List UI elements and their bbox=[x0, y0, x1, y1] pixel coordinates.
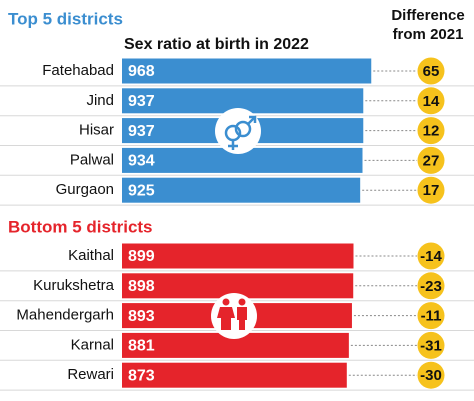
difference-badge bbox=[417, 176, 445, 204]
value-label: 934 bbox=[128, 153, 155, 170]
difference-badge bbox=[417, 302, 445, 330]
category-label: Fatehabad bbox=[42, 62, 114, 79]
bar bbox=[122, 177, 361, 203]
difference-badge bbox=[417, 87, 445, 115]
category-label: Mahendergarh bbox=[16, 307, 114, 324]
value-label: 873 bbox=[128, 367, 155, 384]
bar bbox=[122, 243, 354, 269]
category-label: Jind bbox=[86, 92, 114, 109]
category-label: Hisar bbox=[79, 122, 114, 139]
difference-label: 14 bbox=[423, 93, 440, 110]
couple-icon bbox=[211, 293, 257, 339]
value-label: 899 bbox=[128, 248, 155, 265]
value-label: 881 bbox=[128, 338, 155, 355]
category-label: Gurgaon bbox=[56, 181, 114, 198]
bar bbox=[122, 58, 372, 84]
value-label: 937 bbox=[128, 93, 155, 110]
difference-badge bbox=[417, 361, 445, 389]
difference-label: -30 bbox=[420, 367, 442, 384]
difference-badge bbox=[417, 117, 445, 145]
difference-badge bbox=[417, 146, 445, 174]
bar bbox=[122, 362, 347, 388]
difference-badge bbox=[417, 272, 445, 300]
value-label: 937 bbox=[128, 123, 155, 140]
group-title: Bottom 5 districts bbox=[8, 217, 153, 236]
difference-label: -14 bbox=[420, 248, 442, 265]
difference-label: -31 bbox=[420, 337, 442, 354]
difference-label: -23 bbox=[420, 278, 442, 295]
category-label: Karnal bbox=[71, 336, 114, 353]
difference-label: 27 bbox=[423, 152, 440, 169]
difference-label: 12 bbox=[423, 123, 440, 140]
difference-label: 17 bbox=[423, 182, 440, 199]
value-label: 925 bbox=[128, 182, 155, 199]
value-label: 898 bbox=[128, 278, 155, 295]
gender-icon bbox=[215, 108, 261, 154]
difference-title: Difference from 2021 bbox=[391, 7, 465, 43]
category-label: Palwal bbox=[70, 151, 114, 168]
difference-label: -11 bbox=[421, 308, 442, 325]
category-label: Kurukshetra bbox=[33, 277, 115, 294]
difference-badge bbox=[417, 57, 445, 85]
group-title: Top 5 districts bbox=[8, 9, 123, 28]
difference-label: 65 bbox=[423, 63, 440, 80]
value-label: 893 bbox=[128, 308, 155, 325]
category-label: Rewari bbox=[67, 366, 114, 383]
bars: Top 5 districts Fatehabad 968 65 Jind 937 14 Hi… bbox=[0, 9, 474, 391]
value-label: 968 bbox=[128, 63, 155, 80]
chart-title: Sex ratio at birth in 2022 bbox=[124, 36, 309, 53]
category-label: Kaithal bbox=[68, 247, 114, 264]
difference-badge bbox=[417, 242, 445, 270]
difference-badge bbox=[417, 331, 445, 359]
